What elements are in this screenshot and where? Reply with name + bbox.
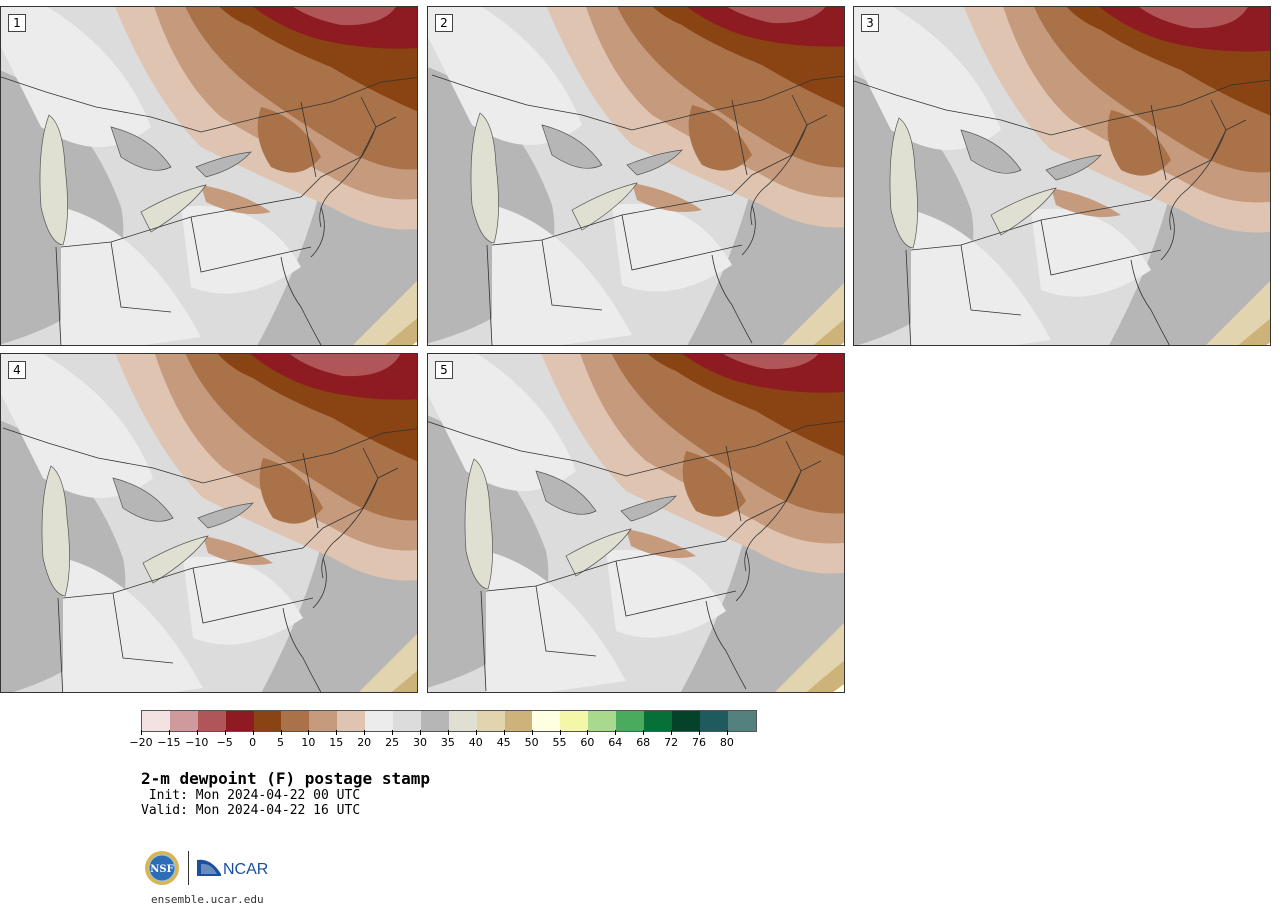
colorbar-tick-label: 64 <box>608 736 623 749</box>
stamp-number: 3 <box>861 14 879 32</box>
init-time: Init: Mon 2024-04-22 00 UTC <box>141 788 361 803</box>
logos: NSF NCAR <box>144 850 271 886</box>
colorbar-tick-mark <box>364 730 366 735</box>
stamp-number: 5 <box>435 361 453 379</box>
colorbar-swatch <box>644 711 672 731</box>
colorbar-tick-label: 10 <box>301 736 316 749</box>
plot-title: 2-m dewpoint (F) postage stamp <box>141 769 430 788</box>
colorbar-tick-mark <box>699 730 700 735</box>
colorbar-swatch <box>448 711 477 731</box>
colorbar-swatch <box>365 711 394 731</box>
colorbar-tick-mark <box>503 730 505 735</box>
colorbar-swatch <box>616 711 645 731</box>
stamp-number: 2 <box>435 14 453 32</box>
dewpoint-map-5 <box>428 354 844 692</box>
colorbar-tick-mark <box>308 730 310 735</box>
colorbar-swatch <box>337 711 366 731</box>
colorbar-tick-label: −20 <box>129 736 153 749</box>
colorbar-tick-label: −5 <box>216 736 233 749</box>
colorbar-tick-mark <box>447 730 449 735</box>
colorbar-tick-label: 80 <box>719 736 734 749</box>
ncar-logo-icon: NCAR <box>197 859 268 878</box>
colorbar-tick-mark <box>559 730 561 735</box>
colorbar-tick-label: 68 <box>636 736 651 749</box>
colorbar-tick-label: 0 <box>249 736 257 749</box>
colorbar-tick-mark <box>168 730 170 735</box>
colorbar-tick-mark <box>252 730 254 735</box>
colorbar-swatch <box>532 711 561 731</box>
colorbar-tick-mark <box>615 730 617 735</box>
colorbar-tick-label: 72 <box>664 736 679 749</box>
colorbar-tick-label: −10 <box>185 736 209 749</box>
dewpoint-map-1 <box>1 7 417 345</box>
colorbar-swatch <box>420 711 449 731</box>
colorbar <box>141 710 757 732</box>
colorbar-tick-label: 35 <box>440 736 455 749</box>
stamp-panel-1: 1 <box>0 6 418 346</box>
valid-time: Valid: Mon 2024-04-22 16 UTC <box>141 803 361 818</box>
title-block: 2-m dewpoint (F) postage stamp Init: Mon… <box>141 769 430 818</box>
colorbar-swatch <box>142 711 170 731</box>
colorbar-swatch <box>197 711 226 731</box>
colorbar-tick-mark <box>336 730 338 735</box>
colorbar-tick-label: 45 <box>496 736 511 749</box>
colorbar-tick-mark <box>726 730 728 735</box>
stamp-number: 4 <box>8 361 26 379</box>
colorbar-tick-mark <box>643 730 645 735</box>
colorbar-tick-label: 76 <box>692 736 706 749</box>
nsf-logo-icon: NSF <box>145 851 179 885</box>
colorbar-swatch <box>309 711 338 731</box>
colorbar-swatch <box>504 711 533 731</box>
colorbar-swatch <box>671 711 700 731</box>
colorbar-tick-label: −15 <box>157 736 181 749</box>
colorbar-swatch <box>588 711 617 731</box>
colorbar-swatch <box>727 711 756 731</box>
nsf-logo-text: NSF <box>150 864 173 875</box>
stamp-number: 1 <box>8 14 26 32</box>
colorbar-swatch <box>169 711 198 731</box>
stamp-panel-3: 3 <box>853 6 1271 346</box>
colorbar-swatch <box>253 711 282 731</box>
stamp-panel-2: 2 <box>427 6 845 346</box>
colorbar-tick-mark <box>392 730 394 735</box>
colorbar-tick-mark <box>420 730 421 735</box>
colorbar-swatch <box>393 711 421 731</box>
stamp-panel-5: 5 <box>427 353 845 693</box>
dewpoint-map-2 <box>428 7 844 345</box>
colorbar-tick-mark <box>196 730 198 735</box>
colorbar-tick-mark <box>531 730 533 735</box>
colorbar-swatch <box>560 711 589 731</box>
dewpoint-map-3 <box>854 7 1270 345</box>
colorbar-tick-mark <box>141 730 142 735</box>
colorbar-tick-label: 5 <box>277 736 284 749</box>
colorbar-swatch <box>225 711 254 731</box>
colorbar-tick-label: 40 <box>468 736 483 749</box>
colorbar-swatch <box>476 711 505 731</box>
dewpoint-map-4 <box>1 354 417 692</box>
colorbar-tick-mark <box>587 730 589 735</box>
colorbar-tick-mark <box>280 730 282 735</box>
stamp-panel-4: 4 <box>0 353 418 693</box>
colorbar-tick-label: 30 <box>413 736 427 749</box>
colorbar-swatch <box>281 711 310 731</box>
colorbar-tick-mark <box>475 730 477 735</box>
website-url: ensemble.ucar.edu <box>151 893 264 906</box>
colorbar-tick-label: 25 <box>385 736 400 749</box>
colorbar-swatch <box>699 711 728 731</box>
colorbar-tick-label: 50 <box>524 736 539 749</box>
colorbar-ticks: −20 −15 −10 −5 0 5 10 15 20 25 30 35 40 45 50 55 60 64 68 7… <box>129 730 761 750</box>
colorbar-tick-mark <box>224 730 226 735</box>
colorbar-tick-label: 60 <box>580 736 595 749</box>
colorbar-tick-label: 20 <box>357 736 372 749</box>
colorbar-tick-label: 15 <box>329 736 344 749</box>
logo-divider <box>188 851 189 885</box>
ncar-logo-text: NCAR <box>223 861 268 878</box>
colorbar-tick-mark <box>671 730 673 735</box>
colorbar-tick-label: 55 <box>552 736 567 749</box>
